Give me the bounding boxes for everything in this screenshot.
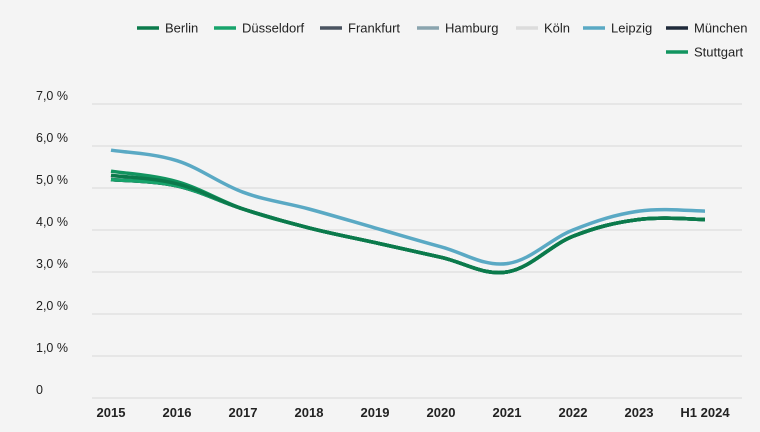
plot-area — [110, 148, 706, 275]
legend-label: Düsseldorf — [242, 21, 305, 36]
legend-item: Leipzig — [583, 21, 652, 36]
x-tick-label: 2022 — [559, 405, 588, 420]
x-tick-label: 2018 — [295, 405, 324, 420]
x-axis: 2015 2016 2017 2018 2019 2020 2021 2022 2023 H1 2… — [97, 405, 731, 420]
y-tick-label: 3,0 % — [36, 257, 68, 271]
legend-item: Düsseldorf — [214, 21, 305, 36]
y-tick-label: 7,0 % — [36, 89, 68, 103]
legend-label: Stuttgart — [694, 45, 744, 60]
legend-item: Berlin — [137, 21, 198, 36]
legend-item: Stuttgart — [666, 45, 744, 60]
y-tick-label: 1,0 % — [36, 341, 68, 355]
y-tick-label: 0 — [36, 383, 43, 397]
series-line-leipzig — [110, 148, 706, 266]
legend-item: Frankfurt — [320, 21, 400, 36]
grid — [92, 103, 742, 399]
legend-label: Berlin — [165, 21, 198, 36]
x-tick-label: 2021 — [493, 405, 522, 420]
legend-label: München — [694, 21, 747, 36]
series-line-d-sseldorf — [110, 177, 706, 275]
x-tick-label: 2019 — [361, 405, 390, 420]
x-tick-label: 2023 — [625, 405, 654, 420]
y-tick-label: 6,0 % — [36, 131, 68, 145]
x-tick-label: 2015 — [97, 405, 126, 420]
legend: Berlin Düsseldorf Frankfurt Hamburg Köln Leip… — [137, 21, 747, 60]
y-tick-label: 2,0 % — [36, 299, 68, 313]
legend-label: Köln — [544, 21, 570, 36]
legend-label: Hamburg — [445, 21, 498, 36]
legend-item: Hamburg — [417, 21, 498, 36]
y-tick-label: 4,0 % — [36, 215, 68, 229]
y-axis: 0 1,0 % 2,0 % 3,0 % 4,0 % 5,0 % 6,0 % 7,0 % — [36, 89, 68, 397]
x-tick-label: H1 2024 — [680, 405, 730, 420]
legend-item: München — [666, 21, 747, 36]
legend-label: Leipzig — [611, 21, 652, 36]
y-tick-label: 5,0 % — [36, 173, 68, 187]
x-tick-label: 2017 — [229, 405, 258, 420]
series-line-berlin — [110, 173, 706, 275]
x-tick-label: 2020 — [427, 405, 456, 420]
legend-label: Frankfurt — [348, 21, 400, 36]
x-tick-label: 2016 — [163, 405, 192, 420]
legend-item: Köln — [516, 21, 570, 36]
